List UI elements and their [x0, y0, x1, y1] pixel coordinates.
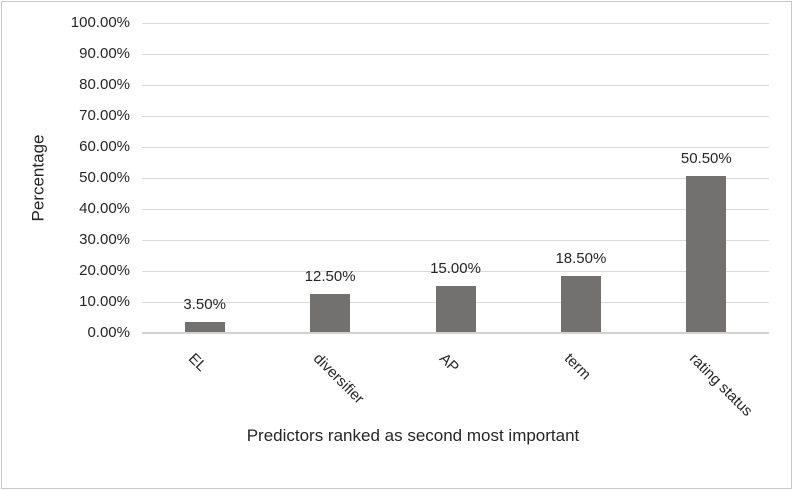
y-tick-label: 10.00%: [79, 293, 130, 310]
gridline: [142, 177, 769, 179]
y-tick-label: 50.00%: [79, 169, 130, 186]
bar-value-label: 15.00%: [430, 260, 481, 277]
bar-value-label: 50.50%: [680, 150, 732, 167]
bar: [184, 322, 225, 333]
y-tick-label: 80.00%: [79, 76, 130, 93]
x-category-label: EL: [184, 350, 210, 376]
bar-value-label: 18.50%: [555, 250, 607, 267]
gridline: [142, 84, 769, 86]
bar: [560, 276, 601, 333]
gridline: [142, 239, 769, 241]
bar-value-label: 3.50%: [183, 296, 226, 313]
y-tick-label: 90.00%: [79, 45, 130, 62]
x-category-label: rating status: [686, 350, 757, 420]
bar-value-label: 12.50%: [304, 268, 356, 285]
x-category-label: diversifier: [310, 350, 368, 408]
x-axis-line: [142, 332, 769, 334]
y-tick-label: 20.00%: [79, 262, 130, 279]
y-tick-label: 100.00%: [70, 14, 130, 31]
x-category-label: term: [560, 350, 595, 384]
bar: [435, 286, 476, 333]
y-tick-label: 30.00%: [79, 231, 130, 248]
y-tick-label: 70.00%: [79, 107, 130, 124]
bar: [686, 176, 727, 333]
y-tick-label: 0.00%: [87, 324, 130, 341]
y-tick-label: 60.00%: [79, 138, 130, 155]
gridline: [142, 22, 769, 24]
bar: [310, 294, 351, 333]
x-axis-title: Predictors ranked as second most importa…: [246, 426, 580, 445]
x-category-label: AP: [435, 350, 462, 377]
gridline: [142, 208, 769, 210]
gridline: [142, 53, 769, 55]
gridline: [142, 270, 769, 272]
gridline: [142, 115, 769, 117]
gridline: [142, 146, 769, 148]
y-tick-label: 40.00%: [79, 200, 130, 217]
